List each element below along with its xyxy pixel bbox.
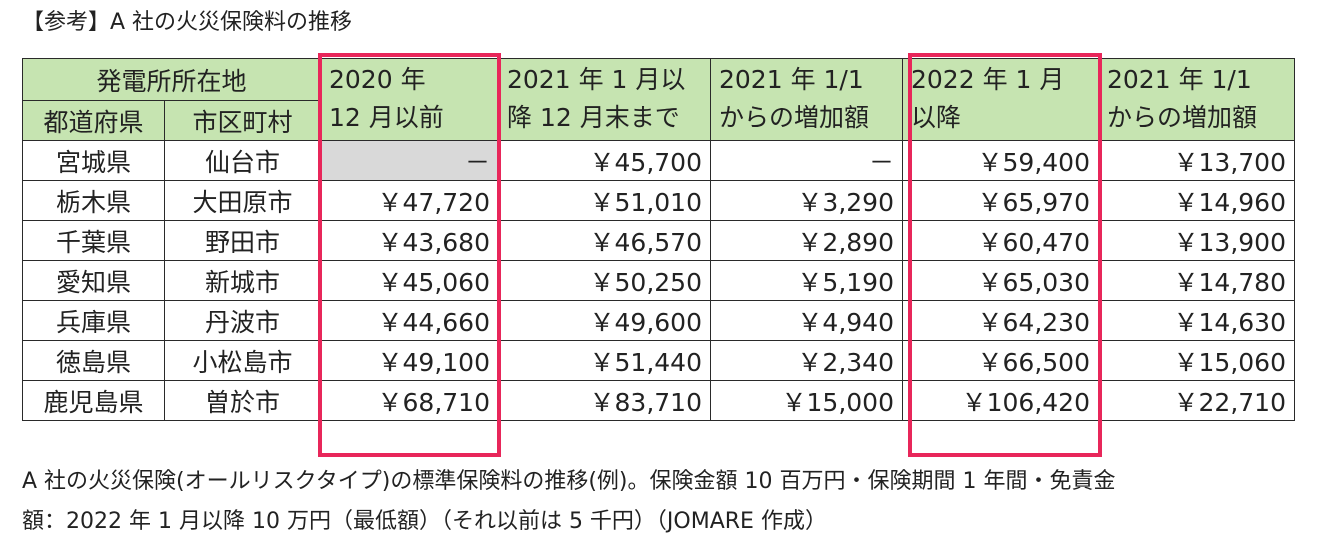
table-row: 兵庫県 丹波市 ￥44,660 ￥49,600 ￥4,940 ￥64,230 ￥… xyxy=(22,300,1295,341)
cell-increase-1: ￥2,340 xyxy=(710,340,903,381)
table-row: 徳島県 小松島市 ￥49,100 ￥51,440 ￥2,340 ￥66,500 … xyxy=(22,340,1295,381)
cell-city: 仙台市 xyxy=(164,140,321,181)
footnote-line: 額：2022 年 1 月以降 10 万円（最低額）（それ以前は 5 千円）（JO… xyxy=(22,509,827,534)
cell-city: 新城市 xyxy=(164,260,321,301)
location-group-header: 発電所所在地 xyxy=(22,58,321,101)
cell-prefecture: 千葉県 xyxy=(22,220,165,261)
table-row: 鹿児島県 曽於市 ￥68,710 ￥83,710 ￥15,000 ￥106,42… xyxy=(22,380,1295,421)
cell-prefecture: 愛知県 xyxy=(22,260,165,301)
cell-2021: ￥51,440 xyxy=(498,340,711,381)
cell-increase-1: ￥15,000 xyxy=(710,380,903,421)
cell-prefecture: 栃木県 xyxy=(22,180,165,221)
cell-increase-2: ￥15,060 xyxy=(1098,340,1295,381)
col-header-increase-1: 2021 年 1/1 からの増加額 xyxy=(710,58,903,141)
cell-increase-2: ￥13,900 xyxy=(1098,220,1295,261)
cell-2021: ￥51,010 xyxy=(498,180,711,221)
cell-increase-1: ￥4,940 xyxy=(710,300,903,341)
cell-2020: ￥49,100 xyxy=(320,340,499,381)
cell-2020: － xyxy=(320,140,499,181)
cell-2021: ￥50,250 xyxy=(498,260,711,301)
cell-2022: ￥66,500 xyxy=(902,340,1099,381)
cell-increase-2: ￥22,710 xyxy=(1098,380,1295,421)
cell-2020: ￥43,680 xyxy=(320,220,499,261)
insurance-premium-table: 発電所所在地 2020 年 12 月以前 2021 年 1 月以降 12 月末まで… xyxy=(22,58,1295,421)
table-row: 千葉県 野田市 ￥43,680 ￥46,570 ￥2,890 ￥60,470 ￥… xyxy=(22,220,1295,261)
cell-2021: ￥45,700 xyxy=(498,140,711,181)
col-header-prefecture: 都道府県 xyxy=(22,100,165,141)
cell-2021: ￥46,570 xyxy=(498,220,711,261)
cell-increase-2: ￥14,960 xyxy=(1098,180,1295,221)
cell-2022: ￥106,420 xyxy=(902,380,1099,421)
col-header-2022: 2022 年 1 月以降 xyxy=(902,58,1099,141)
col-header-city: 市区町村 xyxy=(164,100,321,141)
table-row: 宮城県 仙台市 － ￥45,700 － ￥59,400 ￥13,700 xyxy=(22,140,1295,181)
cell-city: 大田原市 xyxy=(164,180,321,221)
cell-increase-1: ￥5,190 xyxy=(710,260,903,301)
cell-2022: ￥59,400 xyxy=(902,140,1099,181)
cell-2020: ￥68,710 xyxy=(320,380,499,421)
cell-2022: ￥65,970 xyxy=(902,180,1099,221)
cell-2022: ￥64,230 xyxy=(902,300,1099,341)
cell-increase-1: － xyxy=(710,140,903,181)
col-header-increase-2: 2021 年 1/1 からの増加額 xyxy=(1098,58,1295,141)
cell-city: 小松島市 xyxy=(164,340,321,381)
table-row: 栃木県 大田原市 ￥47,720 ￥51,010 ￥3,290 ￥65,970 … xyxy=(22,180,1295,221)
cell-increase-2: ￥13,700 xyxy=(1098,140,1295,181)
page-title: 【参考】A 社の火災保険料の推移 xyxy=(22,10,353,35)
cell-increase-2: ￥14,780 xyxy=(1098,260,1295,301)
cell-prefecture: 宮城県 xyxy=(22,140,165,181)
col-header-2020: 2020 年 12 月以前 xyxy=(320,58,499,141)
col-header-2021: 2021 年 1 月以降 12 月末まで xyxy=(498,58,711,141)
cell-2022: ￥65,030 xyxy=(902,260,1099,301)
footnote: A 社の火災保険(オールリスクタイプ)の標準保険料の推移(例)。保険金額 10 … xyxy=(22,462,1332,542)
cell-prefecture: 兵庫県 xyxy=(22,300,165,341)
cell-prefecture: 徳島県 xyxy=(22,340,165,381)
cell-2020: ￥47,720 xyxy=(320,180,499,221)
cell-increase-1: ￥2,890 xyxy=(710,220,903,261)
cell-increase-2: ￥14,630 xyxy=(1098,300,1295,341)
table-row: 愛知県 新城市 ￥45,060 ￥50,250 ￥5,190 ￥65,030 ￥… xyxy=(22,260,1295,301)
footnote-line: A 社の火災保険(オールリスクタイプ)の標準保険料の推移(例)。保険金額 10 … xyxy=(22,469,1116,494)
cell-city: 野田市 xyxy=(164,220,321,261)
cell-2021: ￥49,600 xyxy=(498,300,711,341)
cell-2022: ￥60,470 xyxy=(902,220,1099,261)
cell-city: 曽於市 xyxy=(164,380,321,421)
cell-increase-1: ￥3,290 xyxy=(710,180,903,221)
cell-prefecture: 鹿児島県 xyxy=(22,380,165,421)
cell-city: 丹波市 xyxy=(164,300,321,341)
cell-2020: ￥45,060 xyxy=(320,260,499,301)
cell-2021: ￥83,710 xyxy=(498,380,711,421)
cell-2020: ￥44,660 xyxy=(320,300,499,341)
